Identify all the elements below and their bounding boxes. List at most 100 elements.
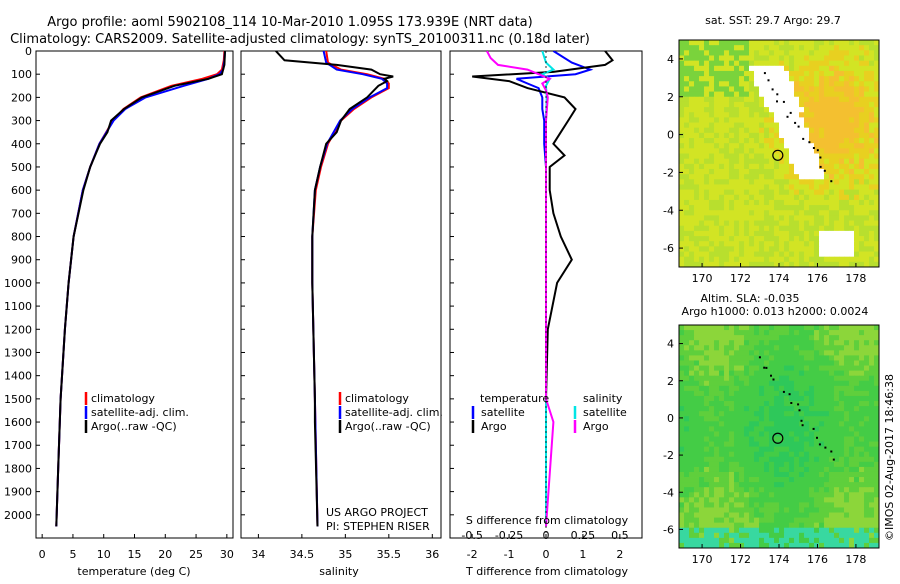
map-cell [849, 210, 855, 216]
map-cell [799, 411, 805, 417]
map-cell [689, 246, 695, 252]
map-cell [864, 132, 870, 139]
map-cell [729, 225, 735, 232]
map-cell [834, 256, 840, 263]
map-cell [829, 517, 835, 524]
map-cell [709, 522, 715, 529]
map-cell [839, 431, 845, 437]
map-cell [824, 345, 830, 351]
map-cell [859, 55, 865, 62]
map-cell [844, 189, 850, 196]
map-cell [859, 158, 865, 165]
map-cell [789, 426, 795, 432]
map-cell [829, 390, 835, 397]
map-cell [799, 179, 805, 185]
map-cell [694, 60, 700, 67]
map-cell [774, 215, 780, 221]
map-cell [849, 426, 855, 432]
map-cell [789, 461, 795, 468]
map-cell [819, 153, 825, 160]
map-cell [774, 507, 780, 513]
map-cell [764, 55, 770, 62]
map-cell [734, 184, 740, 191]
map-cell [804, 179, 810, 185]
map-cell [714, 215, 720, 221]
map-cell [689, 502, 695, 508]
map-cell [844, 101, 850, 108]
map-cell [714, 138, 720, 144]
map-cell [719, 45, 725, 51]
map-cell [689, 76, 695, 82]
map-cell [844, 375, 850, 382]
map-cell [799, 497, 805, 503]
map-cell [724, 461, 730, 468]
map-cell [684, 143, 690, 149]
map-cell [849, 163, 855, 170]
map-cell [859, 230, 865, 237]
map-cell [849, 50, 855, 56]
map-cell [759, 86, 765, 92]
float-track-dot [818, 443, 821, 446]
map-cell [779, 153, 785, 160]
map-cell [679, 497, 685, 503]
map-cell [769, 132, 775, 139]
map-cell [834, 184, 840, 191]
map-cell [849, 86, 855, 92]
map-cell [874, 446, 880, 453]
map-cell [744, 225, 750, 232]
map-cell [694, 158, 700, 165]
map-cell [754, 446, 760, 453]
map-cell [814, 330, 820, 336]
map-cell [734, 70, 740, 77]
map-cell [704, 163, 710, 170]
map-cell [769, 542, 775, 549]
map-cell [779, 189, 785, 196]
map-cell [769, 246, 775, 252]
map-cell [834, 179, 840, 185]
map-cell [694, 421, 700, 427]
map-cell [709, 411, 715, 417]
map-cell [774, 174, 780, 180]
map-cell [784, 122, 790, 129]
map-cell [699, 81, 705, 87]
map-cell [744, 179, 750, 185]
map-cell [709, 189, 715, 196]
map-cell [749, 482, 755, 488]
map-cell [824, 375, 830, 382]
map-cell [864, 107, 870, 113]
map-cell [714, 179, 720, 185]
map-cell [734, 482, 740, 488]
map-cell [874, 127, 880, 134]
map-cell [679, 194, 685, 201]
map-cell [704, 395, 710, 402]
map-cell [714, 174, 720, 180]
map-cell [784, 360, 790, 366]
map-cell [814, 497, 820, 503]
map-cell [734, 456, 740, 463]
map-cell [794, 122, 800, 129]
map-cell [689, 375, 695, 382]
map-cell [769, 507, 775, 513]
map-cell [734, 436, 740, 442]
map-cell [839, 345, 845, 351]
map-cell [784, 138, 790, 144]
map-cell [814, 492, 820, 498]
map-cell [834, 101, 840, 108]
map-cell [789, 360, 795, 366]
float-track-dot [798, 409, 801, 412]
map-cell [824, 431, 830, 437]
map-cell [864, 158, 870, 165]
map-cell [819, 236, 825, 242]
map-cell [824, 502, 830, 508]
x-tick-label: 36 [425, 548, 439, 561]
map-cell [754, 153, 760, 160]
map-cell [789, 517, 795, 524]
map-cell [729, 122, 735, 129]
map-cell [749, 507, 755, 513]
map-cell [759, 148, 765, 154]
map-cell [709, 91, 715, 98]
map-cell [679, 107, 685, 113]
map-cell [814, 174, 820, 180]
map-cell [779, 236, 785, 242]
map-cell [729, 522, 735, 529]
